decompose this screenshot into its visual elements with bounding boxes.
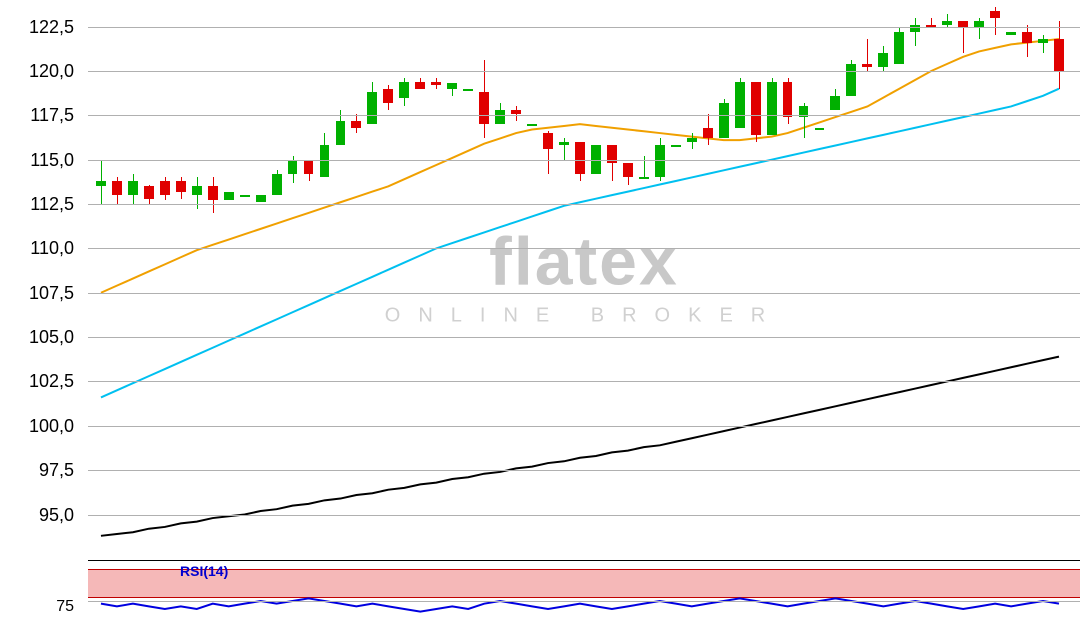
candle-body	[128, 181, 138, 195]
candle-body	[719, 103, 729, 138]
grid-line	[88, 115, 1080, 116]
rsi-plot-area[interactable]: RSI(14)	[88, 560, 1080, 641]
candle-body	[431, 82, 441, 86]
watermark-brand: flatex	[385, 223, 783, 301]
candle-body	[463, 89, 473, 91]
grid-line	[88, 293, 1080, 294]
candle-body	[815, 128, 825, 130]
candle-wick	[931, 18, 932, 25]
candle-body	[288, 160, 298, 174]
candle-body	[575, 142, 585, 174]
candle-body	[160, 181, 170, 195]
grid-line	[88, 515, 1080, 516]
y-axis-label: 120,0	[12, 61, 74, 82]
y-axis-label: 110,0	[12, 238, 74, 259]
candle-body	[783, 82, 793, 117]
candle-wick	[915, 18, 916, 46]
y-axis-label: 97,5	[12, 460, 74, 481]
y-axis-label: 107,5	[12, 283, 74, 304]
candle-body	[655, 145, 665, 177]
candle-body	[383, 89, 393, 103]
y-axis-label: 115,0	[12, 150, 74, 171]
candle-body	[304, 160, 314, 174]
grid-line	[88, 248, 1080, 249]
rsi-grid-line	[88, 601, 1080, 602]
candle-body	[543, 133, 553, 149]
candle-body	[846, 64, 856, 96]
ma-long-line	[101, 357, 1059, 536]
price-plot-area[interactable]: flatex ONLINE BROKER	[88, 0, 1080, 550]
candle-body	[1054, 39, 1064, 71]
candle-body	[208, 186, 218, 200]
price-chart: flatex ONLINE BROKER 122,5 120,0 117,5 115,…	[0, 0, 1080, 550]
candle-body	[495, 110, 505, 124]
grid-line	[88, 426, 1080, 427]
candle-body	[479, 92, 489, 124]
rsi-panel: 75 RSI(14)	[0, 560, 1080, 640]
candle-body	[399, 82, 409, 98]
candle-body	[894, 32, 904, 64]
y-axis-label: 112,5	[12, 194, 74, 215]
candle-body	[830, 96, 840, 110]
grid-line	[88, 204, 1080, 205]
candle-body	[192, 186, 202, 195]
candle-body	[447, 83, 457, 88]
candle-body	[751, 82, 761, 135]
watermark: flatex ONLINE BROKER	[385, 223, 783, 328]
candle-body	[687, 138, 697, 142]
candle-body	[639, 177, 649, 179]
candle-body	[1038, 39, 1048, 43]
candle-body	[623, 163, 633, 177]
grid-line	[88, 381, 1080, 382]
y-axis-label: 100,0	[12, 416, 74, 437]
y-axis-label: 117,5	[12, 105, 74, 126]
candle-body	[559, 142, 569, 146]
ma-mid-line	[101, 89, 1059, 398]
candle-body	[942, 21, 952, 25]
candle-body	[990, 11, 1000, 18]
candle-body	[336, 121, 346, 146]
candle-body	[415, 82, 425, 89]
candle-body	[878, 53, 888, 67]
candle-body	[240, 195, 250, 197]
grid-line	[88, 71, 1080, 72]
candle-body	[351, 121, 361, 128]
candle-body	[96, 181, 106, 186]
watermark-sub: ONLINE BROKER	[385, 305, 783, 328]
candle-body	[1006, 32, 1016, 36]
candle-body	[272, 174, 282, 195]
y-axis-label: 102,5	[12, 371, 74, 392]
candle-body	[703, 128, 713, 139]
candle-body	[367, 92, 377, 124]
candle-body	[112, 181, 122, 195]
candle-body	[176, 181, 186, 192]
candle-body	[527, 124, 537, 126]
ma-overlay	[88, 0, 1080, 550]
candle-body	[511, 110, 521, 114]
y-axis-label: 122,5	[12, 17, 74, 38]
candle-body	[671, 145, 681, 147]
grid-line	[88, 337, 1080, 338]
grid-line	[88, 160, 1080, 161]
candle-body	[256, 195, 266, 202]
candle-body	[767, 82, 777, 135]
rsi-ytick-label: 75	[12, 598, 74, 616]
candle-body	[1022, 32, 1032, 43]
candle-body	[224, 192, 234, 201]
y-axis-label: 105,0	[12, 327, 74, 348]
candle-body	[144, 186, 154, 198]
candle-body	[735, 82, 745, 128]
candle-body	[320, 145, 330, 177]
y-axis-label: 95,0	[12, 505, 74, 526]
grid-line	[88, 470, 1080, 471]
candle-body	[862, 64, 872, 68]
grid-line	[88, 27, 1080, 28]
